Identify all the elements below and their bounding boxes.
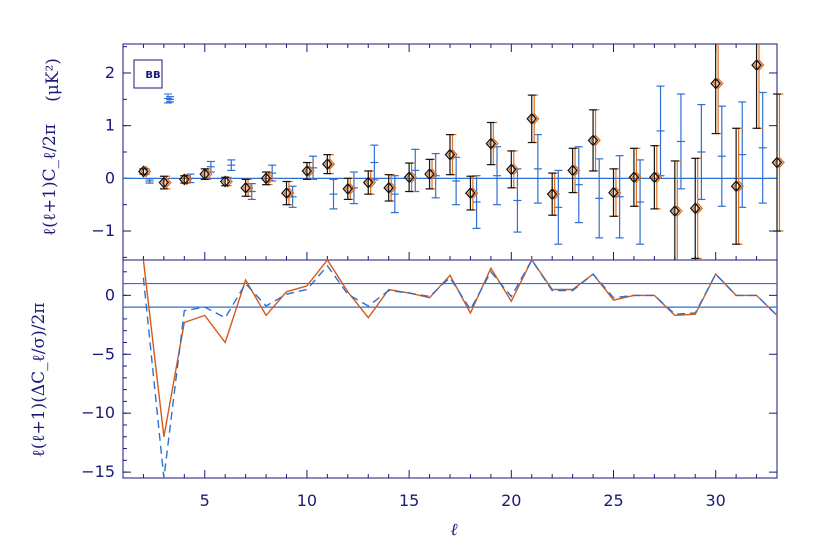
x-tick-label: 30 xyxy=(706,491,726,510)
solid-residual-line xyxy=(142,258,778,437)
legend-errorbar-icon xyxy=(164,93,172,104)
bottom-residual-lines xyxy=(142,258,778,479)
x-tick-label: 15 xyxy=(399,491,419,510)
x-tick-label: 5 xyxy=(200,491,210,510)
x-tick-label: 10 xyxy=(297,491,317,510)
top-axis-ticks: −1 0 1 2 xyxy=(91,44,778,260)
black-diamond xyxy=(158,176,170,189)
black-diamond xyxy=(199,168,211,181)
black-diamond xyxy=(546,188,558,201)
black-diamond xyxy=(526,112,538,125)
top-unit-label: (μK²) xyxy=(43,58,63,102)
bottom-y-tick-label: −5 xyxy=(91,344,115,363)
black-diamond xyxy=(485,137,497,150)
black-diamond xyxy=(138,165,149,178)
x-tick-label: 25 xyxy=(603,491,623,510)
black-diamond xyxy=(301,164,313,177)
top-blue-errorbars xyxy=(145,85,767,245)
black-diamond xyxy=(424,168,435,181)
dashed-residual-line xyxy=(142,258,778,479)
black-diamond xyxy=(240,181,251,194)
legend-label: BB xyxy=(145,70,160,81)
x-tick-label: 20 xyxy=(501,491,521,510)
black-diamond xyxy=(628,171,640,184)
black-diamond xyxy=(710,77,722,90)
x-axis-label: ℓ xyxy=(450,520,457,540)
bottom-y-tick-label: −10 xyxy=(81,403,115,422)
black-diamond xyxy=(730,180,742,193)
black-diamond xyxy=(649,171,660,184)
black-diamond xyxy=(219,175,231,188)
top-diamond-points xyxy=(138,44,785,260)
bottom-panel-frame xyxy=(122,259,778,479)
top-y-tick-label: 2 xyxy=(105,63,115,82)
black-diamond xyxy=(342,182,354,195)
black-diamond xyxy=(771,156,783,169)
black-diamond xyxy=(281,187,292,200)
black-diamond xyxy=(505,163,517,176)
black-diamond xyxy=(444,148,456,161)
top-y-tick-label: 0 xyxy=(105,168,115,187)
top-y-axis-label: ℓ(ℓ+1)C_ℓ/2π xyxy=(40,124,60,236)
black-diamond xyxy=(362,176,374,189)
black-diamond xyxy=(567,164,578,177)
black-diamond xyxy=(608,186,619,199)
black-diamond xyxy=(322,158,333,171)
legend-box xyxy=(133,59,163,89)
top-y-tick-label: 1 xyxy=(105,116,115,135)
black-diamond xyxy=(383,181,395,194)
top-y-tick-label: −1 xyxy=(91,221,115,240)
black-diamond xyxy=(260,172,272,185)
black-diamond xyxy=(751,59,762,72)
bottom-y-tick-label: 0 xyxy=(105,285,115,304)
black-diamond xyxy=(178,173,190,186)
black-diamond xyxy=(689,202,701,215)
bottom-axis-ticks: −15 −10 −5 0 5 10 15 20 25 30 xyxy=(81,271,778,510)
black-diamond xyxy=(465,187,476,200)
black-diamond xyxy=(669,205,681,217)
black-diamond xyxy=(403,171,415,184)
bottom-y-tick-label: −15 xyxy=(81,462,115,481)
bottom-y-axis-label: ℓ(ℓ+1)(ΔC_ℓ/σ)/2π xyxy=(29,303,49,458)
black-diamond xyxy=(587,134,599,147)
